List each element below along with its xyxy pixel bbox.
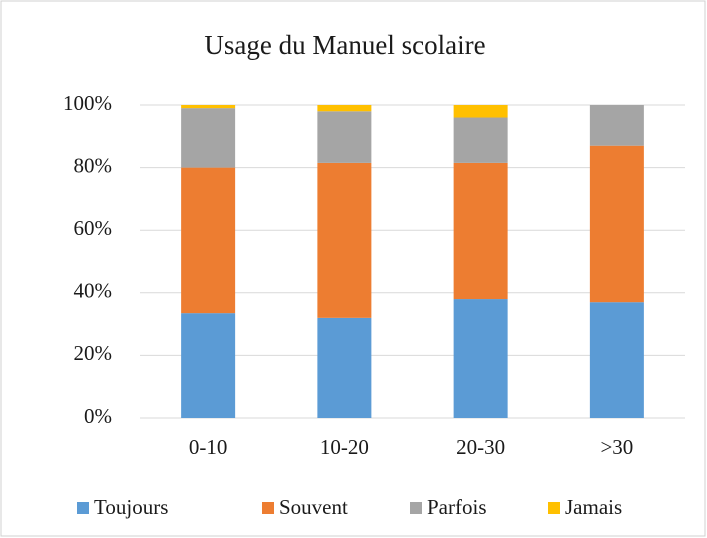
bar-segment bbox=[181, 105, 236, 109]
bar-segment bbox=[453, 299, 508, 418]
y-tick-label: 100% bbox=[63, 91, 112, 115]
bar-segment bbox=[589, 302, 644, 418]
x-tick-label: 20-30 bbox=[456, 435, 505, 459]
legend-label: Souvent bbox=[279, 495, 348, 519]
bar-segment bbox=[453, 117, 508, 163]
y-tick-label: 80% bbox=[74, 153, 113, 177]
legend-swatch bbox=[410, 502, 422, 514]
bar-segment bbox=[181, 108, 236, 168]
x-tick-label: 10-20 bbox=[320, 435, 369, 459]
bar-segment bbox=[181, 167, 236, 314]
bar-segment bbox=[181, 313, 236, 418]
bar-segment bbox=[317, 105, 372, 112]
legend-label: Parfois bbox=[427, 495, 487, 519]
bar-segment bbox=[317, 111, 372, 163]
legend-swatch bbox=[262, 502, 274, 514]
bar-segment bbox=[453, 105, 508, 118]
legend-label: Jamais bbox=[565, 495, 622, 519]
y-tick-label: 40% bbox=[74, 279, 113, 303]
legend-label: Toujours bbox=[94, 495, 168, 519]
legend-swatch bbox=[548, 502, 560, 514]
y-tick-label: 0% bbox=[84, 404, 112, 428]
bar-segment bbox=[317, 317, 372, 418]
x-tick-label: 0-10 bbox=[189, 435, 228, 459]
bar-segment bbox=[317, 162, 372, 318]
y-tick-label: 20% bbox=[74, 341, 113, 365]
x-tick-label: >30 bbox=[600, 435, 633, 459]
bar-segment bbox=[453, 162, 508, 300]
bar-segment bbox=[589, 105, 644, 146]
chart-title: Usage du Manuel scolaire bbox=[204, 30, 485, 60]
legend-swatch bbox=[77, 502, 89, 514]
y-tick-label: 60% bbox=[74, 216, 113, 240]
bar-segment bbox=[589, 145, 644, 303]
